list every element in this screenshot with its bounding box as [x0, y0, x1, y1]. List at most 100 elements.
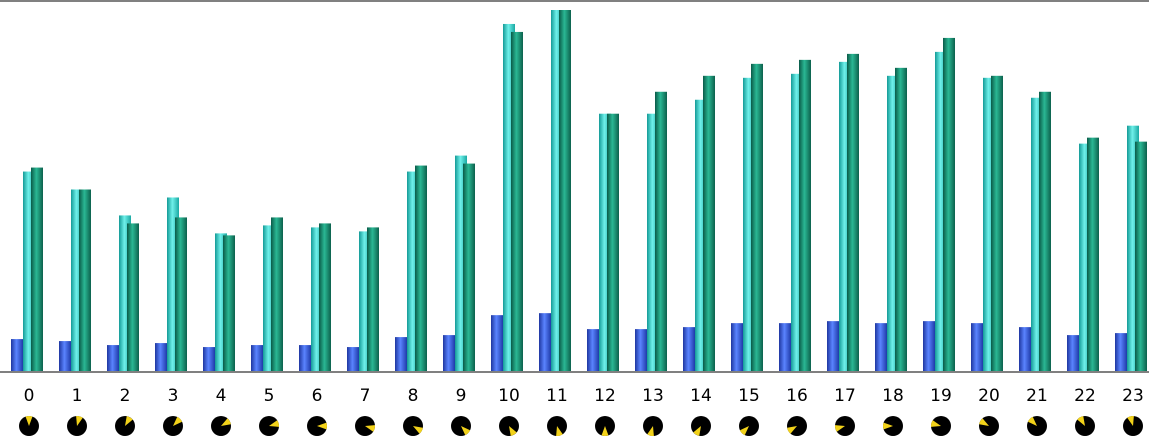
bar-series3-0 [31, 167, 43, 371]
bar-series3-6 [319, 223, 331, 371]
bar-series1-4 [203, 347, 215, 371]
x-tick-label: 16 [786, 386, 808, 406]
clock-icon-11 [547, 416, 567, 436]
bar-series1-0 [11, 339, 23, 371]
hour-icons-row [19, 416, 1143, 436]
clock-icon-8 [403, 416, 423, 436]
clock-icon-18 [883, 416, 903, 436]
clock-icon-0 [19, 416, 39, 436]
bar-series3-12 [607, 113, 619, 371]
x-tick-labels: 0 1 2 3 4 5 6 7 8 9 10 11 12 13 14 15 16 17 18 19 20 21 22 23 [24, 386, 1144, 406]
bar-series1-23 [1115, 333, 1127, 371]
bar-series3-13 [655, 91, 667, 371]
clock-icon-10 [499, 416, 519, 436]
bar-series1-3 [155, 343, 167, 371]
bar-series3-14 [703, 75, 715, 371]
clock-icon-1 [67, 416, 87, 436]
clock-icon-19 [931, 416, 951, 436]
bar-series1-1 [59, 341, 71, 371]
clock-icon-3 [163, 416, 183, 436]
bar-series1-21 [1019, 327, 1031, 371]
x-tick-label: 11 [546, 386, 568, 406]
bar-series3-21 [1039, 91, 1051, 371]
bar-series3-1 [79, 189, 91, 371]
bar-series3-11 [559, 10, 571, 371]
bar-series1-6 [299, 345, 311, 371]
bar-series3-19 [943, 37, 955, 371]
clock-icon-23 [1123, 416, 1143, 436]
x-tick-label: 0 [24, 386, 35, 406]
bar-series3-4 [223, 235, 235, 371]
clock-icon-9 [451, 416, 471, 436]
bar-series3-3 [175, 217, 187, 371]
clock-icon-6 [307, 416, 327, 436]
clock-icon-13 [643, 416, 663, 436]
bar-series1-5 [251, 345, 263, 371]
bar-series3-18 [895, 67, 907, 371]
x-tick-label: 21 [1026, 386, 1048, 406]
x-tick-label: 12 [594, 386, 616, 406]
bar-series3-16 [799, 59, 811, 371]
x-tick-label: 10 [498, 386, 520, 406]
bar-series3-10 [511, 31, 523, 371]
bar-series3-23 [1135, 141, 1147, 371]
x-tick-label: 3 [168, 386, 179, 406]
bar-series3-7 [367, 227, 379, 371]
x-tick-label: 18 [882, 386, 904, 406]
clock-icon-21 [1027, 416, 1047, 436]
clock-icon-22 [1075, 416, 1095, 436]
clock-icon-2 [115, 416, 135, 436]
x-tick-label: 9 [456, 386, 467, 406]
clock-icon-15 [739, 416, 759, 436]
bars-group [11, 10, 1147, 372]
bar-series1-15 [731, 323, 743, 371]
bar-series3-9 [463, 163, 475, 371]
bar-series3-5 [271, 217, 283, 371]
x-tick-label: 4 [216, 386, 227, 406]
bar-series3-20 [991, 75, 1003, 371]
bar-series1-12 [587, 329, 599, 371]
bar-series1-13 [635, 329, 647, 371]
bar-series1-16 [779, 323, 791, 371]
bar-series1-14 [683, 327, 695, 371]
bar-series3-15 [751, 63, 763, 371]
x-tick-label: 15 [738, 386, 760, 406]
x-tick-label: 19 [930, 386, 952, 406]
clock-icon-5 [259, 416, 279, 436]
clock-icon-4 [211, 416, 231, 436]
bar-series3-2 [127, 223, 139, 371]
bar-series1-7 [347, 347, 359, 371]
clock-icon-20 [979, 416, 999, 436]
x-tick-label: 14 [690, 386, 712, 406]
bar-series1-20 [971, 323, 983, 371]
x-tick-label: 5 [264, 386, 275, 406]
clock-icon-12 [595, 416, 615, 436]
bar-series1-22 [1067, 335, 1079, 371]
clock-icon-17 [835, 416, 855, 436]
x-tick-label: 22 [1074, 386, 1096, 406]
bar-series1-19 [923, 321, 935, 371]
x-tick-label: 8 [408, 386, 419, 406]
x-tick-label: 23 [1122, 386, 1144, 406]
x-tick-label: 2 [120, 386, 131, 406]
bar-series3-22 [1087, 137, 1099, 371]
bar-series1-8 [395, 337, 407, 371]
bar-series1-2 [107, 345, 119, 371]
bar-series1-17 [827, 321, 839, 371]
bar-series3-8 [415, 165, 427, 371]
x-tick-label: 7 [360, 386, 371, 406]
clock-icon-16 [787, 416, 807, 436]
x-tick-label: 13 [642, 386, 664, 406]
x-tick-label: 20 [978, 386, 1000, 406]
bar-series1-11 [539, 313, 551, 371]
x-tick-label: 1 [72, 386, 83, 406]
bar-series1-18 [875, 323, 887, 371]
clock-icon-7 [355, 416, 375, 436]
bar-series1-9 [443, 335, 455, 371]
x-tick-label: 17 [834, 386, 856, 406]
x-tick-label: 6 [312, 386, 323, 406]
bar-series1-10 [491, 315, 503, 371]
bar-series3-17 [847, 53, 859, 372]
clock-icon-14 [691, 416, 711, 436]
